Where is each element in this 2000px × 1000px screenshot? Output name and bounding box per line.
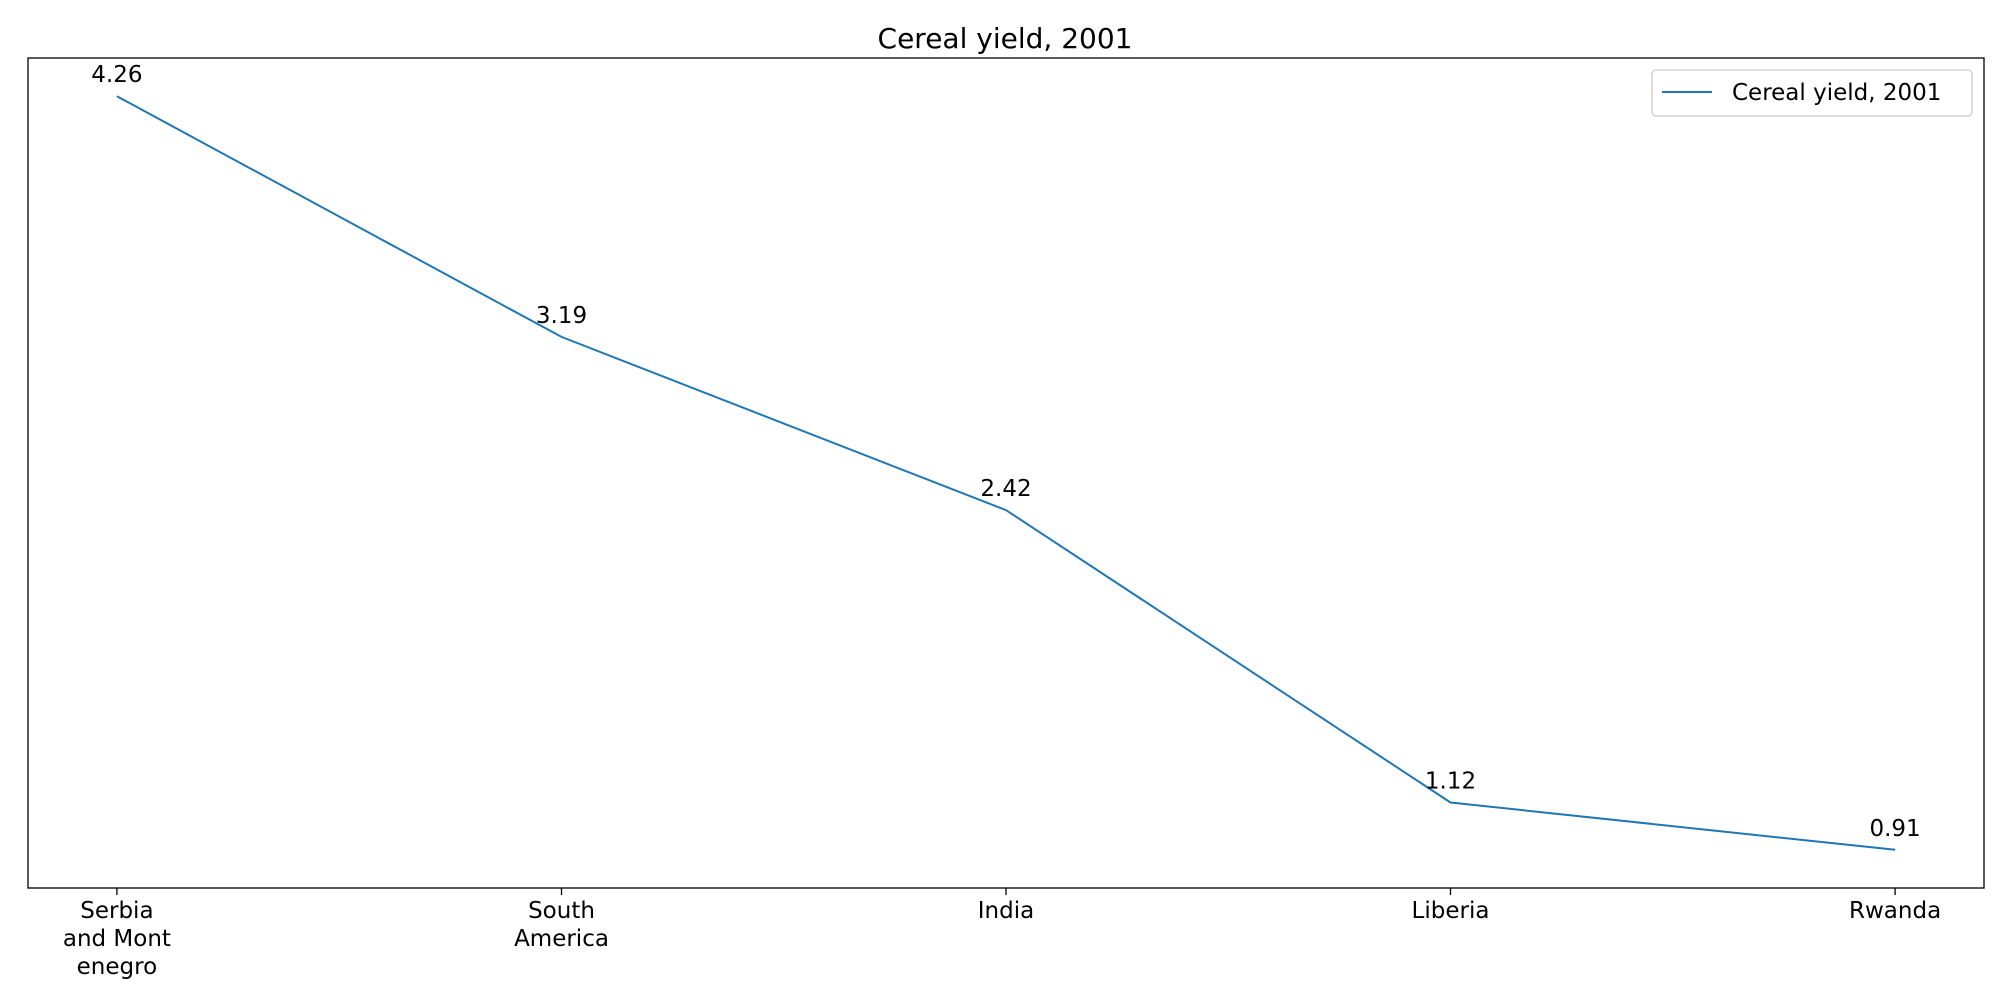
x-tick-label: America	[514, 926, 609, 952]
data-label: 1.12	[1425, 769, 1476, 795]
data-label: 2.42	[980, 476, 1031, 502]
data-label-layer: 4.26 3.19 2.42 1.12 0.91	[91, 62, 1920, 842]
x-tick-label: enegro	[77, 954, 158, 980]
data-label: 3.19	[536, 303, 587, 329]
data-label: 0.91	[1869, 816, 1920, 842]
x-tick-label: Serbia	[80, 898, 153, 924]
legend-label: Cereal yield, 2001	[1732, 80, 1941, 106]
legend-box	[1651, 69, 1973, 117]
legend: Cereal yield, 2001	[1651, 69, 1973, 117]
x-tick-label: South	[528, 898, 595, 924]
series-line	[116, 95, 1896, 851]
series-layer	[116, 95, 1896, 851]
x-tick-label: Liberia	[1412, 898, 1490, 924]
x-tick-label: and Mont	[63, 926, 171, 952]
x-tick-label: India	[978, 898, 1034, 924]
chart-title: Cereal yield, 2001	[878, 22, 1133, 55]
x-tick-label: Rwanda	[1849, 898, 1941, 924]
data-label: 4.26	[91, 62, 142, 88]
